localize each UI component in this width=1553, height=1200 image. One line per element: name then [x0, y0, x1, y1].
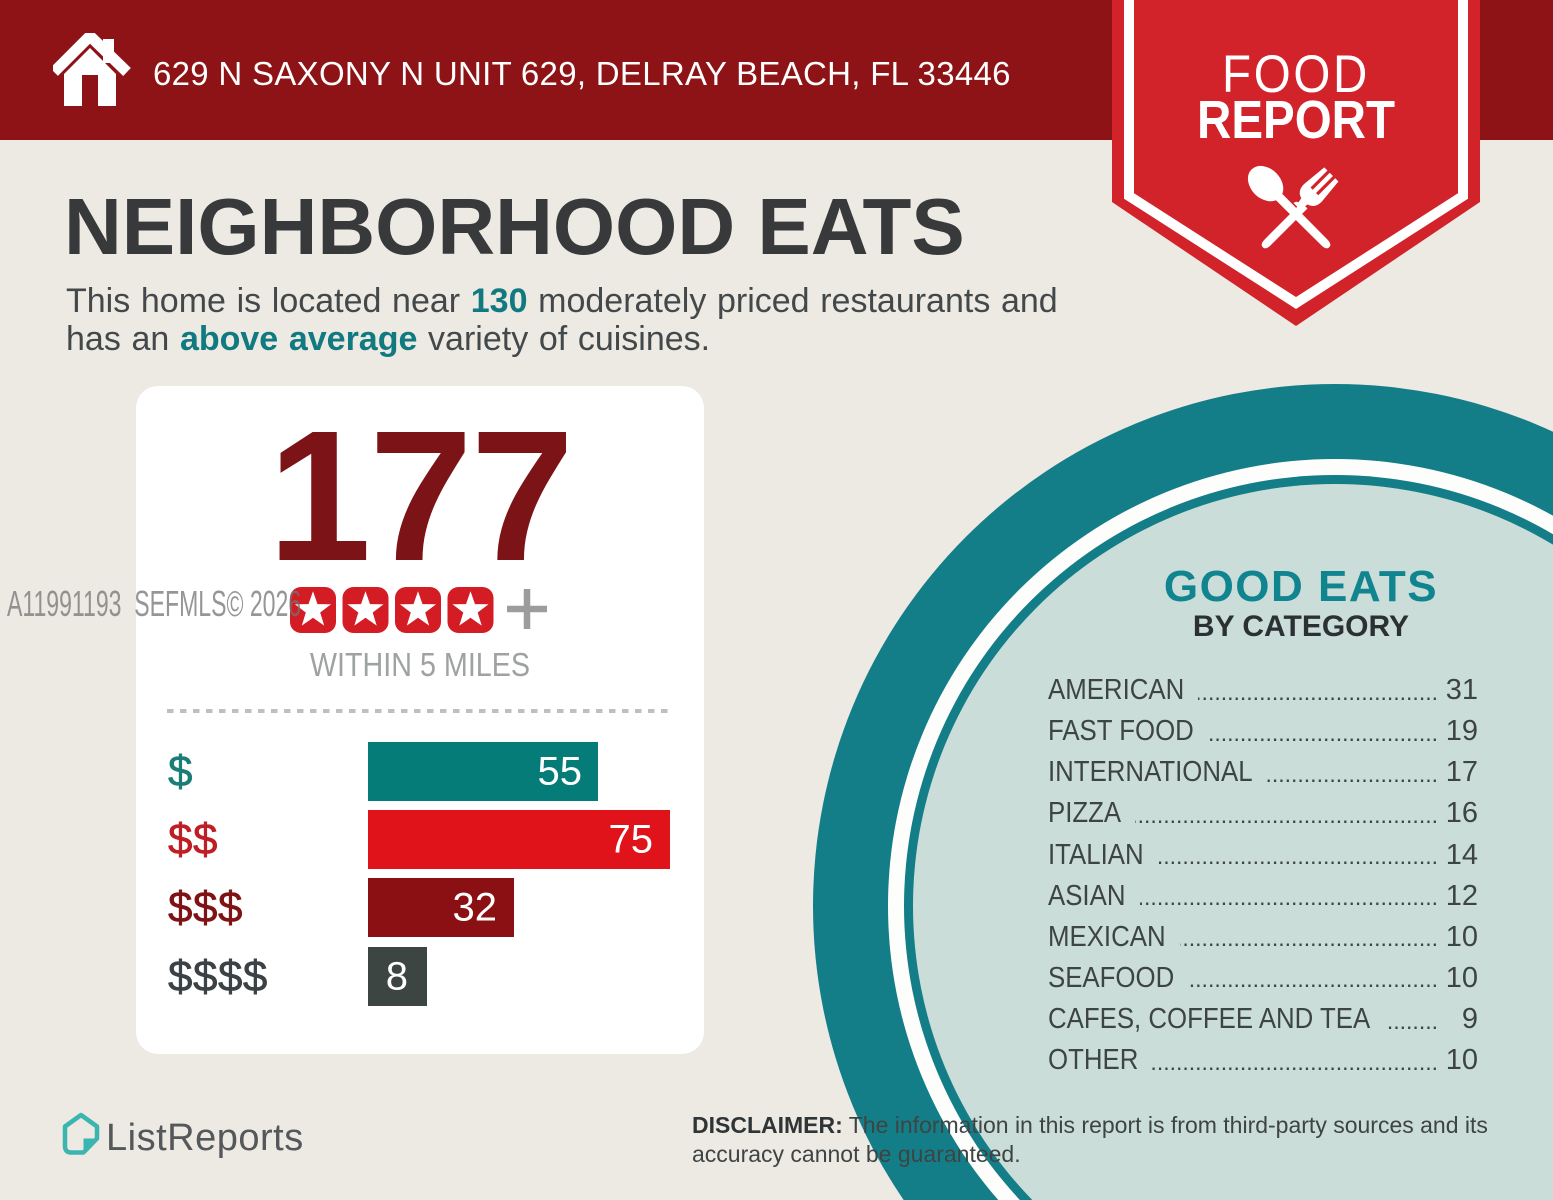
svg-text:FOOD: FOOD: [1222, 45, 1370, 104]
svg-text:REPORT: REPORT: [1197, 90, 1395, 150]
